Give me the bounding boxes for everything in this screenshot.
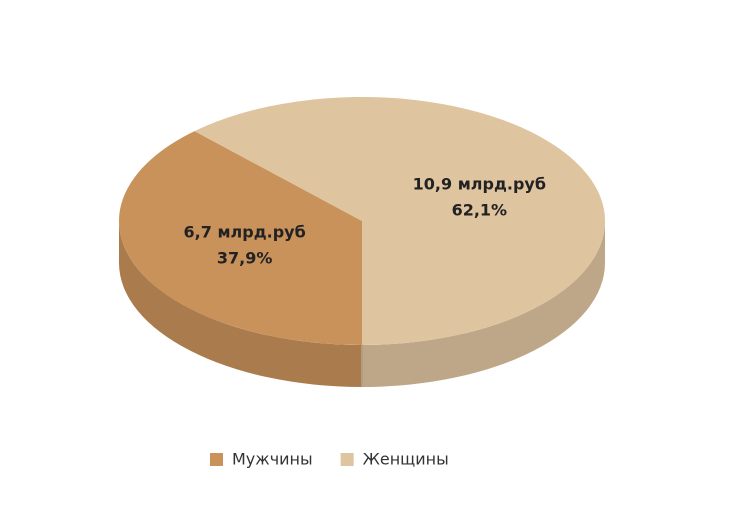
legend: Мужчины Женщины [210,450,449,469]
data-label: 62,1% [452,201,508,220]
data-label-amount: 10,9 млрд.руб [413,175,546,194]
legend-label: Женщины [363,450,449,469]
sides [119,221,605,387]
legend-swatch [210,453,223,466]
data-label: 37,9% [217,248,273,267]
slice-side [119,221,362,387]
labels: 6,7 млрд.руб 37,9% 10,9 млрд.руб 62,1% [184,175,546,268]
tops [118,97,605,346]
slice [118,131,362,345]
slice-side [362,221,605,387]
legend-swatch [340,453,354,466]
center-edge [361,345,363,387]
slice [194,97,605,346]
legend-label: Мужчины [232,450,313,469]
data-label-amount: 6,7 млрд.руб [184,222,306,241]
